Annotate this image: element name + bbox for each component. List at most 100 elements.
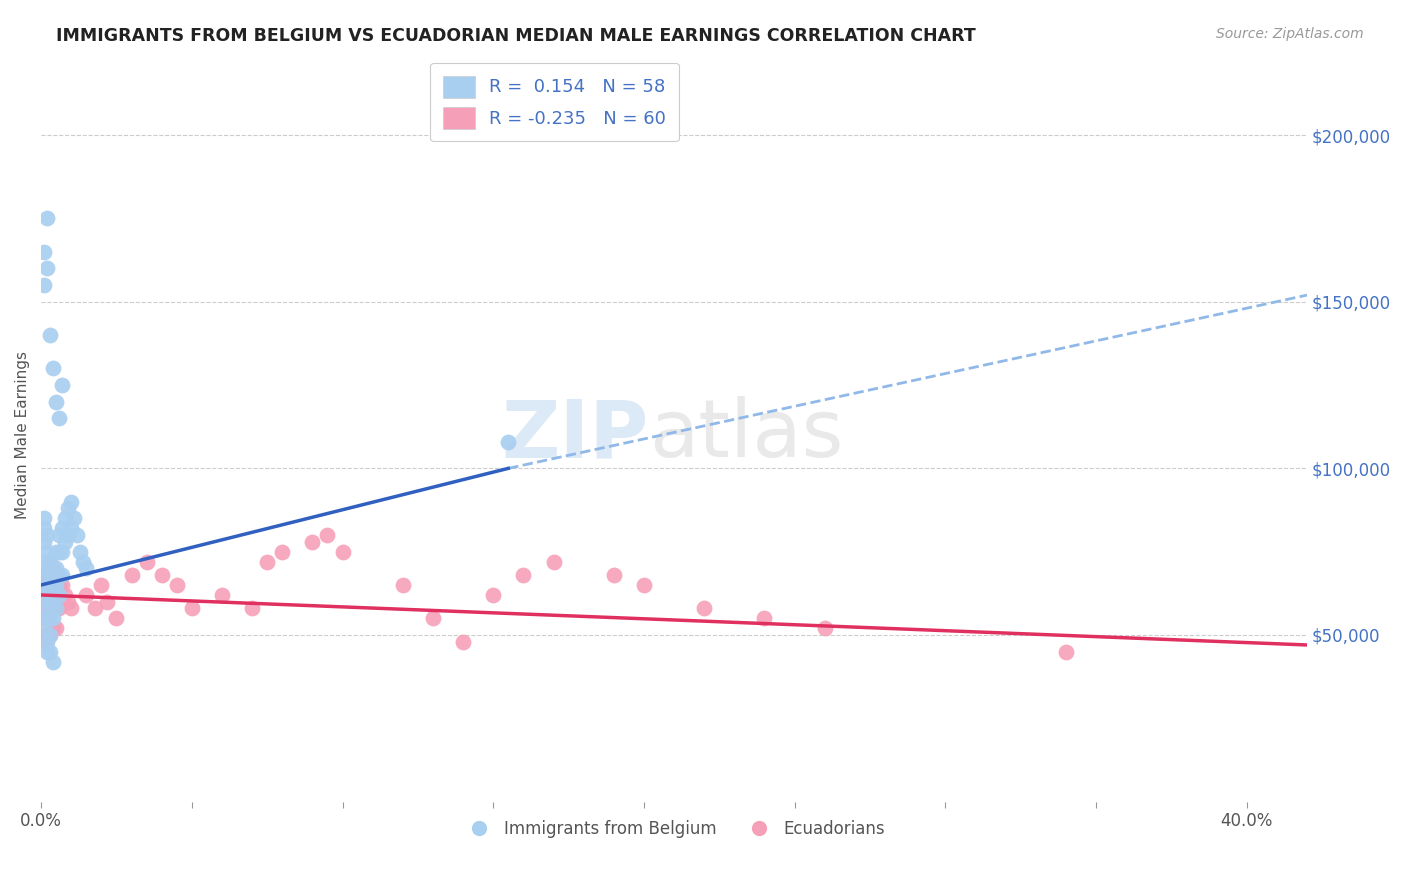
Point	[39, 568, 62, 582]
Point	[32, 578, 55, 592]
Point	[37, 568, 59, 582]
Point	[75, 588, 97, 602]
Text: ZIP: ZIP	[502, 396, 648, 474]
Point	[45, 601, 67, 615]
Point	[51, 578, 73, 592]
Point	[42, 594, 65, 608]
Point	[301, 534, 323, 549]
Point	[1054, 645, 1077, 659]
Point	[37, 578, 59, 592]
Point	[37, 211, 59, 226]
Point	[256, 555, 278, 569]
Point	[32, 628, 55, 642]
Point	[96, 594, 118, 608]
Point	[32, 634, 55, 648]
Point	[633, 578, 655, 592]
Point	[32, 588, 55, 602]
Point	[48, 411, 70, 425]
Point	[48, 528, 70, 542]
Point	[271, 544, 294, 558]
Point	[32, 601, 55, 615]
Point	[51, 378, 73, 392]
Point	[39, 594, 62, 608]
Point	[66, 528, 89, 542]
Point	[51, 544, 73, 558]
Point	[39, 611, 62, 625]
Point	[90, 578, 112, 592]
Point	[37, 261, 59, 276]
Point	[693, 601, 716, 615]
Point	[135, 555, 157, 569]
Point	[37, 611, 59, 625]
Point	[37, 645, 59, 659]
Point	[58, 528, 80, 542]
Point	[72, 555, 94, 569]
Point	[603, 568, 626, 582]
Point	[42, 655, 65, 669]
Point	[39, 628, 62, 642]
Point	[53, 534, 76, 549]
Point	[39, 601, 62, 615]
Point	[42, 561, 65, 575]
Point	[58, 501, 80, 516]
Point	[32, 511, 55, 525]
Point	[45, 561, 67, 575]
Point	[39, 588, 62, 602]
Point	[37, 544, 59, 558]
Point	[512, 568, 534, 582]
Point	[45, 578, 67, 592]
Point	[37, 628, 59, 642]
Point	[32, 278, 55, 293]
Point	[32, 244, 55, 259]
Point	[42, 621, 65, 635]
Point	[48, 578, 70, 592]
Point	[39, 628, 62, 642]
Point	[51, 521, 73, 535]
Point	[180, 601, 202, 615]
Point	[32, 555, 55, 569]
Point	[814, 621, 837, 635]
Point	[121, 568, 143, 582]
Point	[105, 611, 128, 625]
Point	[53, 588, 76, 602]
Point	[42, 611, 65, 625]
Point	[69, 544, 91, 558]
Text: IMMIGRANTS FROM BELGIUM VS ECUADORIAN MEDIAN MALE EARNINGS CORRELATION CHART: IMMIGRANTS FROM BELGIUM VS ECUADORIAN ME…	[56, 27, 976, 45]
Point	[32, 588, 55, 602]
Point	[51, 568, 73, 582]
Point	[37, 594, 59, 608]
Point	[48, 544, 70, 558]
Point	[37, 528, 59, 542]
Point	[32, 601, 55, 615]
Point	[32, 521, 55, 535]
Point	[60, 601, 83, 615]
Point	[150, 568, 173, 582]
Point	[498, 434, 520, 449]
Point	[48, 588, 70, 602]
Point	[45, 544, 67, 558]
Point	[53, 511, 76, 525]
Point	[422, 611, 444, 625]
Point	[42, 578, 65, 592]
Point	[37, 611, 59, 625]
Y-axis label: Median Male Earnings: Median Male Earnings	[15, 351, 30, 519]
Legend: Immigrants from Belgium, Ecuadorians: Immigrants from Belgium, Ecuadorians	[456, 814, 891, 845]
Point	[240, 601, 263, 615]
Point	[84, 601, 107, 615]
Point	[39, 328, 62, 343]
Point	[32, 621, 55, 635]
Point	[754, 611, 776, 625]
Point	[42, 568, 65, 582]
Point	[482, 588, 505, 602]
Point	[39, 555, 62, 569]
Point	[42, 601, 65, 615]
Point	[316, 528, 339, 542]
Point	[58, 594, 80, 608]
Point	[45, 568, 67, 582]
Point	[60, 521, 83, 535]
Point	[48, 601, 70, 615]
Point	[39, 645, 62, 659]
Point	[543, 555, 565, 569]
Text: atlas: atlas	[648, 396, 844, 474]
Point	[32, 534, 55, 549]
